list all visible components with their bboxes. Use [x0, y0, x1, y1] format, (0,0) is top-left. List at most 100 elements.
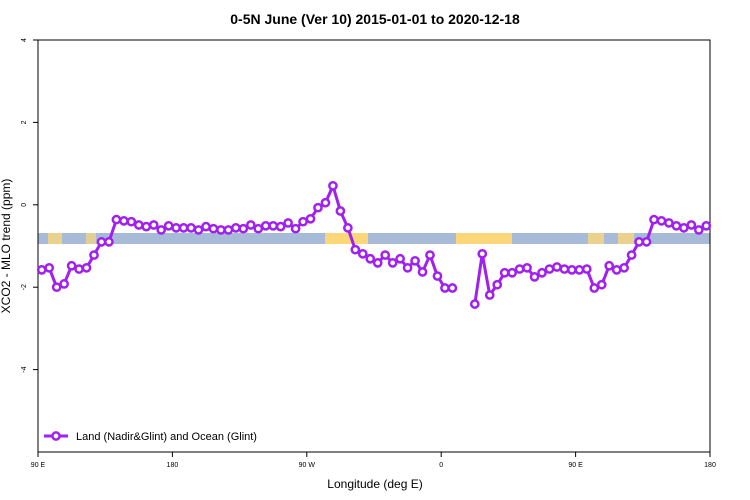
- legend-marker: [51, 431, 61, 441]
- data-point: [156, 225, 167, 235]
- data-point: [514, 264, 525, 274]
- data-point: [387, 258, 398, 268]
- data-point: [559, 264, 570, 274]
- data-point: [335, 206, 346, 216]
- land-patch: [86, 233, 96, 244]
- data-point: [567, 265, 577, 275]
- data-point: [96, 237, 107, 247]
- data-point: [275, 221, 286, 232]
- chart-title: 0-5N June (Ver 10) 2015-01-01 to 2020-12…: [230, 11, 520, 27]
- land-patch: [456, 233, 512, 244]
- data-point: [417, 267, 428, 277]
- data-point: [365, 253, 376, 264]
- legend-label: Land (Nadir&Glint) and Ocean (Glint): [76, 431, 257, 443]
- data-point: [656, 216, 667, 226]
- data-point: [283, 218, 293, 228]
- data-point: [634, 237, 644, 247]
- x-tick-label: 180: [704, 462, 716, 469]
- series-line: [41, 181, 707, 305]
- data-point: [589, 283, 600, 293]
- data-point: [44, 262, 55, 273]
- data-point: [372, 258, 383, 268]
- x-tick-label: 90 E: [568, 462, 583, 469]
- data-point: [133, 220, 144, 230]
- data-point: [380, 250, 391, 260]
- plot-frame: [37, 39, 711, 453]
- data-point: [290, 223, 301, 234]
- data-point: [649, 214, 659, 225]
- data-point: [208, 223, 219, 234]
- data-point: [223, 225, 234, 235]
- data-point: [89, 250, 99, 260]
- data-point: [499, 267, 510, 278]
- data-point: [425, 250, 435, 260]
- x-tick-label: 90 W: [299, 462, 316, 469]
- y-axis-label: XCO2 - MLO trend (ppm): [0, 179, 13, 314]
- data-point: [141, 221, 152, 232]
- data-point: [664, 218, 674, 228]
- y-tick-label: 0: [21, 203, 28, 207]
- data-point: [611, 265, 622, 275]
- data-point: [484, 290, 495, 300]
- land-patch: [48, 233, 62, 244]
- data-point: [238, 223, 249, 234]
- data-point: [51, 282, 62, 293]
- x-tick-label: 180: [167, 462, 179, 469]
- data-point: [357, 248, 368, 259]
- data-point: [686, 220, 697, 230]
- data-point: [544, 264, 555, 274]
- data-point: [245, 220, 256, 230]
- data-point: [679, 223, 689, 233]
- data-point: [320, 197, 331, 208]
- data-point: [111, 214, 122, 225]
- data-point: [328, 180, 338, 191]
- land-patch: [618, 233, 634, 244]
- data-point: [432, 271, 443, 281]
- x-axis-label: Longitude (deg E): [327, 477, 422, 491]
- data-point: [193, 225, 204, 235]
- data-point: [477, 248, 488, 259]
- data-point: [119, 216, 129, 226]
- data-point: [619, 262, 629, 273]
- y-tick-label: 4: [21, 38, 28, 42]
- data-point: [469, 299, 480, 309]
- data-point: [260, 220, 271, 231]
- land-ocean-strip: [38, 233, 710, 244]
- data-point: [171, 223, 181, 233]
- y-tick-label: 2: [21, 120, 28, 124]
- data-point: [626, 250, 637, 260]
- data-point: [693, 225, 704, 235]
- y-tick-label: -2: [21, 284, 28, 290]
- data-point: [268, 220, 279, 231]
- land-patch: [588, 233, 604, 244]
- data-point: [440, 283, 450, 293]
- data-point: [201, 221, 211, 232]
- data-point: [148, 220, 159, 230]
- land-patch: [325, 233, 368, 244]
- data-point: [574, 265, 585, 275]
- data-point: [253, 223, 264, 234]
- data-point: [163, 220, 174, 231]
- data-point: [641, 237, 652, 247]
- data-point: [596, 279, 607, 290]
- data-point: [581, 264, 592, 274]
- data-point: [343, 223, 353, 233]
- data-point: [537, 267, 547, 278]
- data-point: [231, 223, 241, 233]
- data-point: [313, 202, 323, 213]
- data-point: [305, 213, 316, 224]
- data-point: [671, 220, 682, 231]
- data-point: [178, 223, 189, 233]
- x-tick-label: 90 E: [31, 462, 46, 469]
- data-point: [81, 262, 92, 273]
- data-point: [492, 279, 503, 290]
- data-point: [402, 262, 413, 273]
- data-point: [447, 283, 458, 293]
- data-point: [395, 253, 405, 264]
- data-point: [350, 244, 361, 255]
- y-tick-label: -4: [21, 366, 28, 372]
- data-point: [74, 264, 84, 274]
- data-point: [126, 216, 137, 227]
